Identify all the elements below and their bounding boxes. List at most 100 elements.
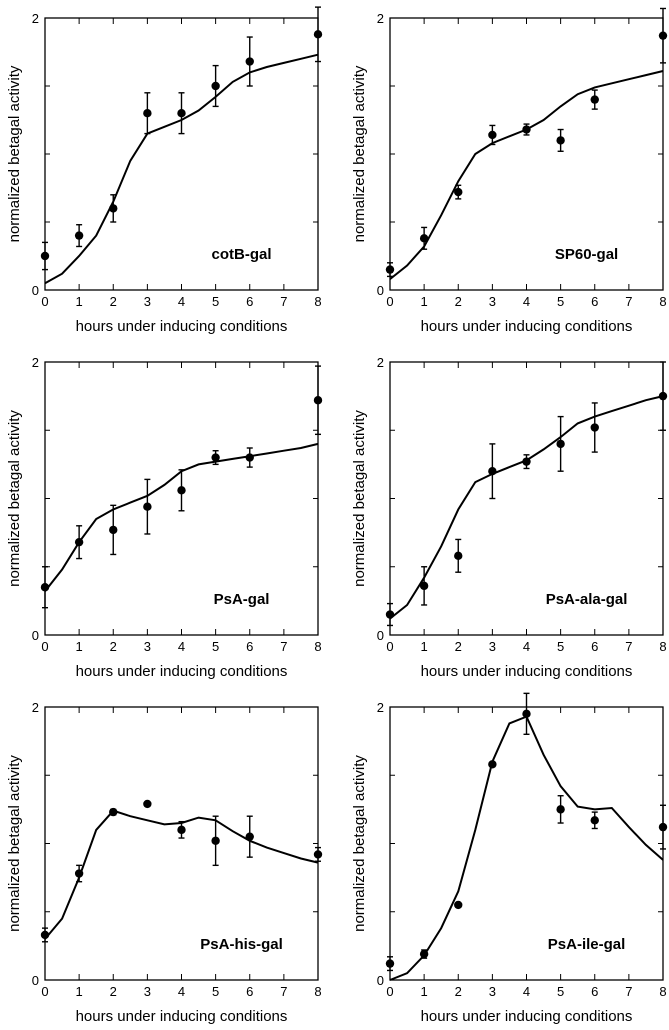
x-tick-label: 8	[659, 639, 666, 654]
x-tick-label: 4	[178, 294, 185, 309]
x-tick-label: 7	[280, 639, 287, 654]
data-point	[556, 136, 565, 145]
x-tick-label: 5	[212, 984, 219, 999]
x-axis-label: hours under inducing conditions	[76, 1008, 288, 1025]
data-point	[40, 583, 50, 592]
x-tick-label: 1	[76, 984, 83, 999]
y-tick-label: 0	[377, 628, 384, 643]
x-tick-label: 2	[455, 639, 462, 654]
y-axis-label: normalized betagal activity	[351, 755, 368, 932]
fit-line	[44, 442, 319, 592]
x-tick-label: 8	[659, 984, 666, 999]
plot-frame	[389, 17, 664, 291]
data-point	[454, 551, 463, 561]
x-axis-label: hours under inducing conditions	[421, 318, 633, 335]
x-axis-label: hours under inducing conditions	[76, 318, 288, 335]
chart-panel: 0 1 2 3 4 5 6 7 8 0 2 hours under inducing conditio…	[351, 692, 668, 1025]
x-axis-label: hours under inducing conditions	[76, 663, 288, 680]
x-tick-label: 4	[523, 294, 530, 309]
chart-panel: 0 1 2 3 4 5 6 7 8 0 2 hours under inducing conditio…	[6, 6, 323, 335]
y-tick-label: 2	[32, 355, 39, 370]
data-point	[211, 81, 220, 91]
data-point	[245, 453, 254, 462]
x-axis-label: hours under inducing conditions	[421, 1008, 633, 1025]
fit-line	[389, 395, 664, 620]
data-point	[109, 807, 118, 817]
chart-panel: 0 1 2 3 4 5 6 7 8 0 2 hours under inducing conditio…	[351, 355, 668, 680]
y-axis-label: normalized betagal activity	[351, 410, 368, 587]
data-point	[454, 900, 463, 910]
fit-line	[389, 70, 664, 280]
chart-panel: 0 1 2 3 4 5 6 7 8 0 2 hours under inducing conditio…	[6, 700, 323, 1025]
y-tick-label: 2	[32, 11, 39, 26]
x-tick-label: 7	[280, 984, 287, 999]
x-tick-label: 0	[386, 639, 393, 654]
data-point	[419, 581, 429, 591]
x-tick-label: 4	[523, 984, 530, 999]
x-tick-label: 8	[659, 294, 666, 309]
data-point	[658, 822, 668, 832]
x-tick-label: 1	[76, 639, 83, 654]
y-tick-label: 2	[377, 700, 384, 715]
x-tick-label: 1	[421, 294, 428, 309]
data-point	[419, 949, 429, 959]
x-tick-label: 2	[455, 294, 462, 309]
panel-title: cotB-gal	[212, 246, 272, 263]
data-point	[313, 850, 323, 859]
data-point	[385, 959, 395, 968]
data-point	[522, 709, 531, 719]
x-tick-label: 8	[314, 639, 321, 654]
data-point	[556, 439, 565, 449]
data-point	[177, 109, 186, 118]
x-tick-label: 6	[246, 639, 253, 654]
data-point	[245, 832, 254, 841]
fit-line	[44, 53, 319, 285]
y-tick-label: 0	[32, 973, 39, 988]
data-point	[143, 799, 152, 809]
data-point	[385, 610, 395, 619]
x-tick-label: 6	[591, 294, 598, 309]
y-tick-label: 0	[32, 628, 39, 643]
x-tick-label: 1	[76, 294, 83, 309]
x-tick-label: 6	[591, 984, 598, 999]
y-axis-label: normalized betagal activity	[6, 410, 23, 587]
data-point	[488, 130, 497, 140]
x-tick-label: 5	[557, 984, 564, 999]
data-point	[590, 816, 599, 825]
data-point	[454, 187, 463, 197]
data-point	[143, 502, 152, 511]
data-point	[40, 930, 50, 940]
data-point	[74, 231, 84, 240]
x-tick-label: 0	[41, 984, 48, 999]
data-point	[177, 825, 186, 835]
x-tick-label: 2	[110, 639, 117, 654]
data-point	[109, 525, 118, 535]
y-axis-label: normalized betagal activity	[6, 755, 23, 932]
data-point	[74, 869, 84, 878]
data-point	[522, 125, 531, 134]
panel-title: PsA-his-gal	[200, 936, 283, 953]
y-tick-label: 0	[377, 973, 384, 988]
data-point	[488, 760, 497, 769]
panel-title: PsA-ala-gal	[546, 591, 628, 608]
x-tick-label: 7	[280, 294, 287, 309]
data-point	[245, 57, 254, 66]
x-tick-label: 8	[314, 984, 321, 999]
data-point	[211, 453, 220, 462]
x-tick-label: 6	[246, 294, 253, 309]
x-tick-label: 0	[41, 294, 48, 309]
x-tick-label: 3	[489, 294, 496, 309]
x-tick-label: 0	[41, 639, 48, 654]
x-tick-label: 4	[523, 639, 530, 654]
data-point	[211, 836, 220, 845]
data-point	[143, 109, 152, 118]
y-axis-label: normalized betagal activity	[6, 65, 23, 242]
data-point	[590, 95, 599, 104]
data-point	[522, 457, 531, 466]
x-tick-label: 8	[314, 294, 321, 309]
x-tick-label: 3	[144, 294, 151, 309]
data-point	[313, 396, 323, 405]
data-point	[590, 423, 599, 432]
panel-title: SP60-gal	[555, 246, 618, 263]
x-tick-label: 6	[246, 984, 253, 999]
